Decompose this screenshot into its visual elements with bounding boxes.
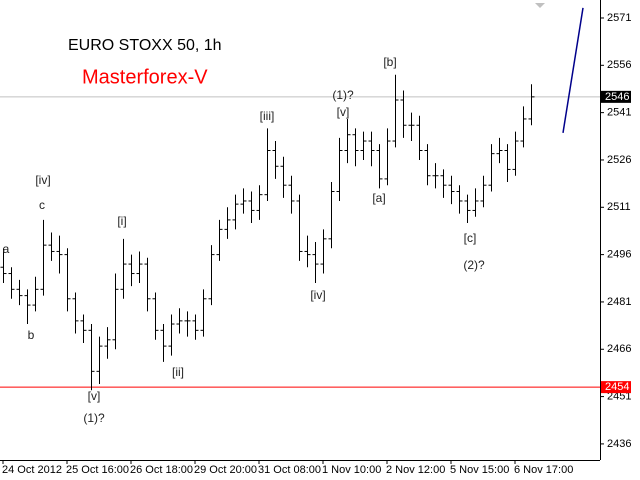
wave-label: [a] xyxy=(372,191,385,205)
scroll-marker xyxy=(535,3,545,8)
wave-label: (1)? xyxy=(332,88,354,102)
wave-label: a xyxy=(3,242,10,256)
wave-label: [b] xyxy=(383,55,396,69)
x-tick-label: 1 Nov 10:00 xyxy=(322,464,381,476)
x-tick-label: 29 Oct 20:00 xyxy=(194,464,257,476)
x-tick-label: 5 Nov 15:00 xyxy=(450,464,509,476)
wave-label: (1)? xyxy=(83,411,105,425)
x-tick-label: 24 Oct 2012 xyxy=(2,464,62,476)
wave-label: [c] xyxy=(464,231,477,245)
wave-label: [v] xyxy=(88,389,101,403)
chart-subtitle: Masterforex-V xyxy=(82,66,208,88)
x-tick-label: 25 Oct 16:00 xyxy=(66,464,129,476)
level-label: 2546 xyxy=(605,91,629,103)
y-tick-label: 2451 xyxy=(607,390,631,402)
x-tick-label: 2 Nov 12:00 xyxy=(386,464,445,476)
projection-line xyxy=(562,7,584,133)
y-tick-label: 2481 xyxy=(607,296,631,308)
y-tick-label: 2571 xyxy=(607,12,631,24)
level-label-box xyxy=(601,90,631,103)
wave-label: [iv] xyxy=(310,288,325,302)
wave-label: [v] xyxy=(337,105,350,119)
wave-label: c xyxy=(39,198,45,212)
y-tick-label: 2526 xyxy=(607,154,631,166)
y-tick-label: 2556 xyxy=(607,59,631,71)
wave-label: [i] xyxy=(117,214,126,228)
y-tick-label: 2541 xyxy=(607,107,631,119)
level-label-box xyxy=(601,381,631,394)
wave-label: (2)? xyxy=(463,258,485,272)
x-tick-label: 6 Nov 17:00 xyxy=(514,464,573,476)
y-tick-label: 2511 xyxy=(607,201,631,213)
y-tick-label: 2436 xyxy=(607,438,631,450)
wave-label: [iv] xyxy=(35,173,50,187)
wave-label: [ii] xyxy=(172,365,184,379)
y-tick-label: 2496 xyxy=(607,249,631,261)
level-label: 2454 xyxy=(605,381,629,393)
y-tick-label: 2466 xyxy=(607,343,631,355)
chart-title: EURO STOXX 50, 1h xyxy=(68,37,222,54)
wave-label: [iii] xyxy=(260,109,275,123)
x-tick-label: 26 Oct 18:00 xyxy=(130,464,193,476)
wave-label: b xyxy=(28,328,35,342)
x-tick-label: 31 Oct 08:00 xyxy=(258,464,321,476)
